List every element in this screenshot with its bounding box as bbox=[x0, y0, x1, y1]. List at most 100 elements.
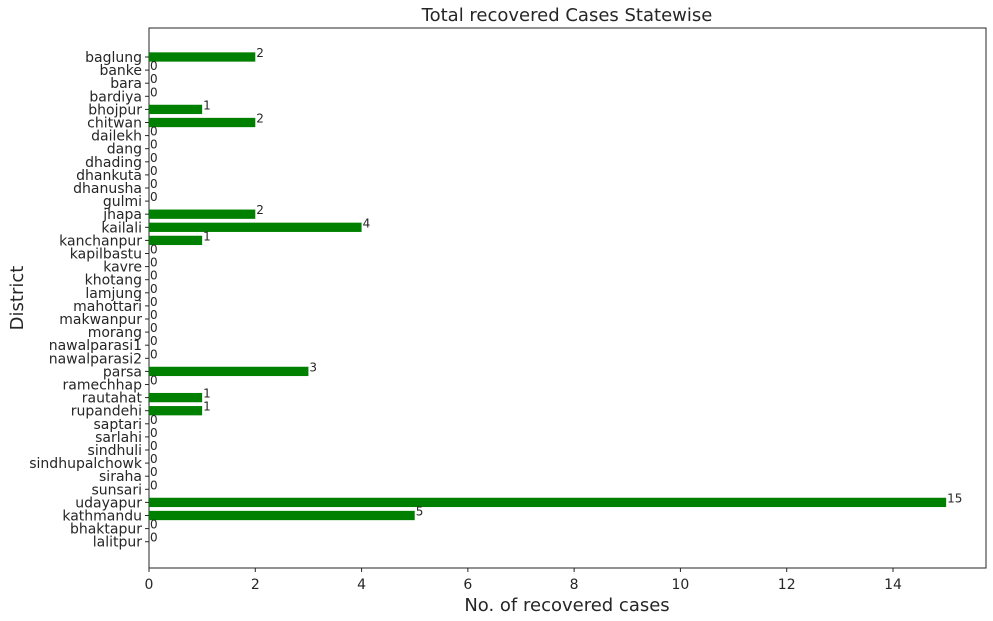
y-tick-label-kanchanpur: kanchanpur bbox=[59, 233, 142, 249]
data-label-kailali: 4 bbox=[363, 216, 371, 230]
bar-udayapur bbox=[149, 497, 947, 508]
y-tick-label-dailekh: dailekh bbox=[91, 129, 142, 145]
y-tick-label-sindhuli: sindhuli bbox=[88, 443, 142, 459]
y-tick-label-rautahat: rautahat bbox=[82, 391, 143, 407]
data-label-jhapa: 2 bbox=[256, 203, 264, 217]
bar-kathmandu bbox=[149, 510, 415, 521]
data-label-khotang: 0 bbox=[150, 269, 158, 283]
y-tick-label-siraha: siraha bbox=[99, 469, 142, 485]
chart-title: Total recovered Cases Statewise bbox=[421, 5, 713, 26]
data-label-gulmi: 0 bbox=[150, 190, 158, 204]
data-label-kanchanpur: 1 bbox=[203, 229, 211, 243]
y-tick-label-dang: dang bbox=[107, 142, 142, 158]
bar-baglung bbox=[149, 52, 256, 62]
x-tick-label: 2 bbox=[251, 577, 260, 593]
data-label-bardiya: 0 bbox=[150, 85, 158, 99]
data-label-parsa: 3 bbox=[309, 360, 317, 374]
y-tick-label-ramechhap: ramechhap bbox=[63, 378, 143, 394]
bar-parsa bbox=[149, 366, 309, 377]
y-tick-label-jhapa: jhapa bbox=[102, 207, 142, 223]
data-label-mahottari: 0 bbox=[150, 295, 158, 309]
x-tick-label: 14 bbox=[884, 577, 902, 593]
y-tick-label-lalitpur: lalitpur bbox=[93, 535, 142, 551]
y-tick-label-morang: morang bbox=[88, 325, 142, 341]
y-tick-label-makwanpur: makwanpur bbox=[59, 312, 142, 328]
x-tick-label: 12 bbox=[778, 577, 796, 593]
y-tick-label-gulmi: gulmi bbox=[103, 194, 142, 210]
y-tick-label-rupandehi: rupandehi bbox=[71, 404, 142, 420]
x-tick-label: 10 bbox=[672, 577, 690, 593]
y-tick-label-sarlahi: sarlahi bbox=[95, 430, 142, 446]
x-axis: 0 2 4 6 8 10 12 14 bbox=[145, 568, 902, 593]
data-label-bhaktapur: 0 bbox=[150, 518, 158, 532]
data-label-siraha: 0 bbox=[150, 465, 158, 479]
x-tick-label: 0 bbox=[145, 577, 154, 593]
bar-bhojpur bbox=[149, 104, 203, 115]
bar-rupandehi bbox=[149, 406, 203, 416]
data-label-sindhupalchowk: 0 bbox=[150, 452, 158, 466]
y-tick-label-nawalparasi1: nawalparasi1 bbox=[49, 338, 142, 354]
bar-chitwan bbox=[149, 117, 256, 128]
bar-kanchanpur bbox=[149, 235, 203, 246]
y-tick-label-lamjung: lamjung bbox=[85, 286, 142, 302]
data-label-makwanpur: 0 bbox=[150, 308, 158, 322]
y-tick-label-nawalparasi2: nawalparasi2 bbox=[49, 351, 142, 367]
data-label-chitwan: 2 bbox=[256, 112, 264, 126]
y-tick-label-sunsari: sunsari bbox=[91, 482, 142, 498]
y-axis-title: District bbox=[7, 266, 28, 331]
data-label-lalitpur: 0 bbox=[150, 531, 158, 545]
data-label-sindhuli: 0 bbox=[150, 439, 158, 453]
data-label-rautahat: 1 bbox=[203, 387, 211, 401]
y-tick-label-bhojpur: bhojpur bbox=[88, 102, 142, 118]
data-label-dhanusha: 0 bbox=[150, 177, 158, 191]
y-tick-label-banke: banke bbox=[99, 63, 142, 79]
y-tick-label-khotang: khotang bbox=[85, 273, 142, 289]
bar-rautahat bbox=[149, 392, 203, 403]
data-label-rupandehi: 1 bbox=[203, 400, 211, 414]
y-tick-label-kavre: kavre bbox=[103, 260, 142, 276]
y-tick-label-kapilbastu: kapilbastu bbox=[70, 247, 142, 263]
y-tick-label-baglung: baglung bbox=[85, 50, 142, 66]
y-tick-label-chitwan: chitwan bbox=[87, 116, 142, 132]
data-label-dhankuta: 0 bbox=[150, 164, 158, 178]
y-tick-label-parsa: parsa bbox=[103, 364, 142, 380]
y-tick-label-dhanusha: dhanusha bbox=[73, 181, 142, 197]
y-tick-label-dhading: dhading bbox=[85, 155, 142, 171]
data-label-dang: 0 bbox=[150, 138, 158, 152]
y-axis: baglungbankebarabardiyabhojpurchitwandai… bbox=[29, 50, 149, 551]
data-label-nawalparasi1: 0 bbox=[150, 334, 158, 348]
y-tick-label-bhaktapur: bhaktapur bbox=[70, 522, 142, 538]
data-label-dhading: 0 bbox=[150, 151, 158, 165]
data-label-ramechhap: 0 bbox=[150, 374, 158, 388]
data-label-dailekh: 0 bbox=[150, 125, 158, 139]
y-tick-label-dhankuta: dhankuta bbox=[76, 168, 142, 184]
data-label-nawalparasi2: 0 bbox=[150, 347, 158, 361]
data-label-bhojpur: 1 bbox=[203, 98, 211, 112]
x-tick-label: 6 bbox=[463, 577, 472, 593]
data-label-banke: 0 bbox=[150, 59, 158, 73]
x-tick-label: 8 bbox=[570, 577, 579, 593]
bar-kailali bbox=[149, 222, 362, 232]
y-tick-label-bara: bara bbox=[110, 76, 142, 92]
data-label-bara: 0 bbox=[150, 72, 158, 86]
data-label-saptari: 0 bbox=[150, 413, 158, 427]
data-label-kathmandu: 5 bbox=[416, 505, 424, 519]
y-tick-label-udayapur: udayapur bbox=[75, 495, 142, 511]
data-label-udayapur: 15 bbox=[947, 491, 962, 505]
data-label-sunsari: 0 bbox=[150, 478, 158, 492]
y-tick-label-kathmandu: kathmandu bbox=[62, 509, 142, 525]
x-tick-label: 4 bbox=[357, 577, 366, 593]
data-label-kapilbastu: 0 bbox=[150, 243, 158, 257]
bar-series bbox=[149, 52, 947, 521]
plot-area bbox=[148, 27, 987, 569]
y-tick-label-bardiya: bardiya bbox=[89, 89, 142, 105]
y-tick-label-kailali: kailali bbox=[101, 220, 142, 236]
data-label-kavre: 0 bbox=[150, 256, 158, 270]
x-axis-title: No. of recovered cases bbox=[464, 595, 669, 616]
data-label-baglung: 2 bbox=[256, 46, 264, 60]
y-tick-label-saptari: saptari bbox=[94, 417, 142, 433]
bar-jhapa bbox=[149, 209, 256, 219]
